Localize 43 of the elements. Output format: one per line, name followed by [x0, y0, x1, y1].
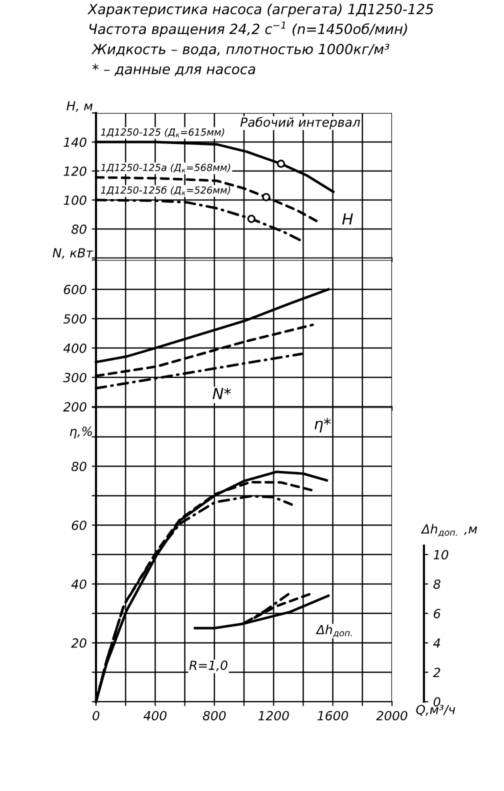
series-label: 1Д1250-125б (Д$_{к}$=526мм) — [100, 186, 230, 196]
x-axis-title: Q,м³/ч — [416, 704, 456, 716]
y-axis-title: N, кВт — [52, 248, 94, 259]
y-tick-label: 20 — [71, 638, 86, 648]
y-axis-title: H, м — [66, 101, 93, 112]
y-axis-title: η,% — [70, 426, 92, 438]
text: * – данные для насоса — [92, 64, 256, 76]
y-tick-label: 400 — [63, 343, 86, 353]
x-tick-label: 400 — [143, 710, 166, 720]
annotation: R=1,0 — [189, 660, 228, 672]
y2-tick-label: 0 — [434, 697, 440, 707]
y2-tick-label: 8 — [433, 579, 440, 589]
annotation: Рабочий интервал — [240, 116, 360, 130]
y-tick-label: 200 — [63, 402, 86, 412]
x-tick-label: 1200 — [258, 710, 289, 720]
y2-tick-label: 10 — [434, 550, 448, 560]
annotation: N* — [212, 388, 231, 400]
y2-axis-title: Δh$_{доп.}$ ,м — [420, 524, 478, 537]
x-tick-label: 800 — [202, 710, 226, 720]
annotation: η* — [314, 418, 331, 432]
text: Жидкость – вода, плотностью 1000кг/м³ — [91, 44, 390, 56]
chart-title: Характеристика насоса (агрегата) 1Д1250-125 — [87, 4, 434, 17]
y-tick-label: 500 — [63, 314, 86, 324]
series-label: 1Д1250-125 (Д$_{к}$=615мм) — [100, 128, 224, 138]
y2-tick-label: 2 — [433, 668, 440, 678]
x-tick-label: 2000 — [376, 710, 408, 720]
y-tick-label: 120 — [64, 166, 86, 176]
y-tick-label: 80 — [71, 224, 86, 234]
y-tick-label: 80 — [71, 462, 86, 472]
annotation: H — [342, 213, 353, 225]
y-tick-label: 140 — [64, 137, 86, 147]
y-tick-label: 100 — [64, 195, 86, 205]
x-tick-label: 1600 — [318, 710, 348, 720]
chart-subtitle: Частота вращения 24,2 с$^{−1}$ (n=1450об/мин) — [90, 22, 408, 37]
y-tick-label: 60 — [72, 520, 86, 530]
annotation: Δh$_{доп.}$ — [316, 624, 352, 638]
y-tick-label: 300 — [63, 372, 86, 382]
y-tick-label: 600 — [64, 284, 86, 294]
x-tick-label: 0 — [92, 710, 100, 720]
y2-tick-label: 4 — [433, 638, 440, 648]
series-label: 1Д1250-125а (Д$_{к}$=568мм) — [100, 164, 230, 173]
y-tick-label: 40 — [71, 579, 86, 589]
y2-tick-label: 6 — [434, 608, 440, 618]
